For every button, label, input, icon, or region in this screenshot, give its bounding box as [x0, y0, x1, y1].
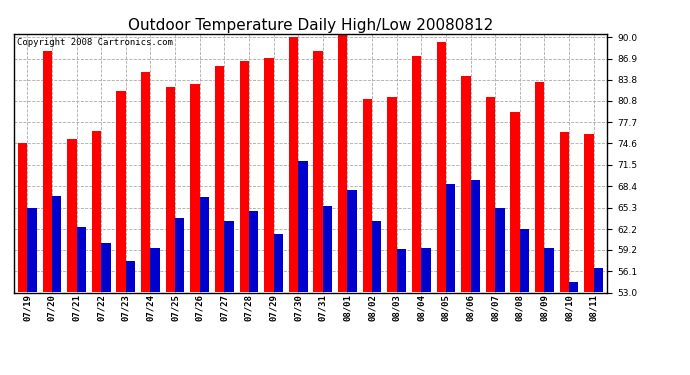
Bar	[520, 229, 529, 292]
Bar	[437, 42, 446, 292]
Bar	[446, 184, 455, 292]
Bar	[363, 99, 372, 292]
Bar	[273, 234, 283, 292]
Bar	[471, 180, 480, 292]
Bar	[239, 61, 249, 292]
Bar	[249, 211, 258, 292]
Bar	[224, 221, 234, 292]
Bar	[544, 248, 554, 292]
Bar	[215, 66, 224, 292]
Bar	[101, 243, 110, 292]
Bar	[264, 58, 273, 292]
Bar	[511, 112, 520, 292]
Bar	[323, 206, 332, 292]
Bar	[166, 87, 175, 292]
Bar	[535, 82, 544, 292]
Bar	[348, 190, 357, 292]
Title: Outdoor Temperature Daily High/Low 20080812: Outdoor Temperature Daily High/Low 20080…	[128, 18, 493, 33]
Bar	[387, 97, 397, 292]
Bar	[150, 248, 160, 292]
Bar	[495, 208, 504, 292]
Bar	[175, 218, 184, 292]
Bar	[298, 161, 308, 292]
Bar	[593, 268, 603, 292]
Bar	[569, 282, 578, 292]
Bar	[43, 51, 52, 292]
Bar	[67, 140, 77, 292]
Bar	[289, 37, 298, 292]
Bar	[199, 197, 209, 292]
Bar	[422, 248, 431, 292]
Bar	[18, 144, 28, 292]
Bar	[126, 261, 135, 292]
Bar	[486, 97, 495, 292]
Bar	[338, 34, 348, 292]
Bar	[141, 72, 150, 292]
Bar	[397, 249, 406, 292]
Bar	[52, 196, 61, 292]
Bar	[313, 51, 323, 292]
Bar	[28, 208, 37, 292]
Bar	[560, 132, 569, 292]
Text: Copyright 2008 Cartronics.com: Copyright 2008 Cartronics.com	[17, 38, 172, 46]
Bar	[190, 84, 199, 292]
Bar	[461, 76, 471, 292]
Bar	[117, 91, 126, 292]
Bar	[412, 56, 422, 292]
Bar	[584, 134, 593, 292]
Bar	[92, 131, 101, 292]
Bar	[372, 221, 382, 292]
Bar	[77, 227, 86, 292]
